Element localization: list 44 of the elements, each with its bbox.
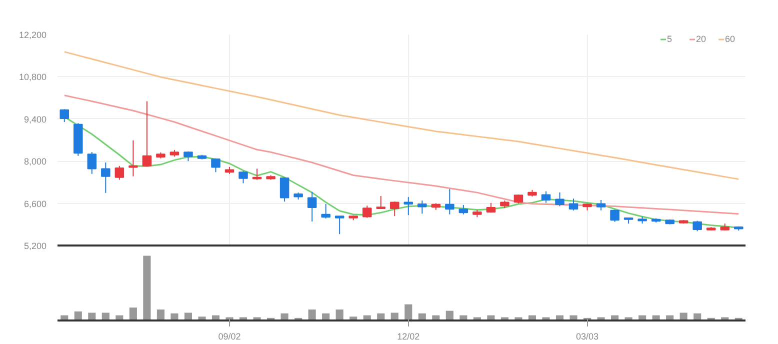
legend-label: 5 — [667, 34, 674, 44]
bar — [308, 310, 316, 320]
x-tick-label: 12/02 — [397, 332, 420, 342]
candlestick — [87, 152, 97, 174]
candlestick — [362, 205, 372, 218]
bar — [336, 310, 344, 320]
candlestick — [334, 216, 344, 235]
y-tick-label: 10,800 — [18, 72, 47, 82]
bar — [156, 310, 164, 320]
candlestick — [307, 191, 317, 222]
legend-label: 60 — [725, 34, 736, 44]
line-series — [64, 51, 740, 180]
candlestick — [101, 162, 110, 194]
candlestick — [596, 199, 606, 211]
candlestick — [541, 190, 551, 204]
candlestick — [418, 200, 427, 214]
candlestick — [568, 198, 578, 211]
candlestick — [555, 192, 564, 207]
legend-label: 20 — [696, 34, 708, 44]
candlestick — [238, 170, 248, 184]
candlestick — [280, 176, 290, 202]
candlestick — [142, 100, 152, 168]
y-tick-label: 5,200 — [24, 241, 47, 251]
candlestick — [321, 203, 330, 220]
candlestick — [211, 158, 220, 173]
y-tick-label: 9,400 — [24, 114, 47, 124]
candlestick — [458, 204, 468, 215]
candlestick — [390, 201, 400, 217]
y-tick-label: 12,200 — [18, 30, 47, 40]
candlestick — [610, 209, 620, 222]
candlestick — [60, 108, 70, 123]
bar — [143, 256, 151, 320]
candlestick — [376, 196, 386, 209]
y-tick-label: 6,600 — [24, 198, 47, 209]
x-tick-label: 03/03 — [576, 332, 599, 342]
candlestick — [692, 220, 702, 232]
y-tick-label: 8,000 — [24, 156, 47, 167]
x-tick-label: 09/02 — [218, 332, 241, 342]
candlestick — [445, 188, 454, 215]
candlestick — [114, 165, 124, 180]
candlestick — [128, 140, 138, 177]
line-series — [64, 94, 740, 215]
candlestick — [404, 196, 414, 216]
bar — [129, 308, 137, 320]
